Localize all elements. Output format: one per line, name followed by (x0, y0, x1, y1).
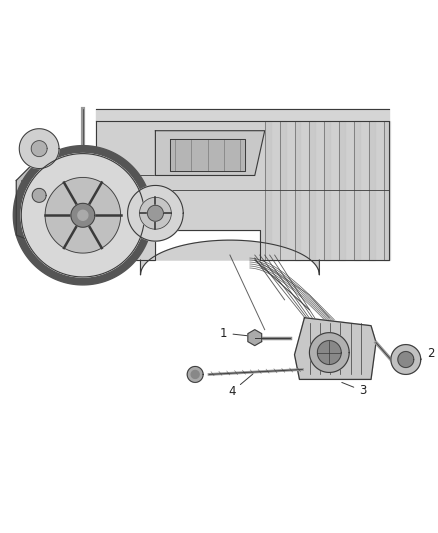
Circle shape (148, 205, 163, 221)
Polygon shape (19, 129, 59, 168)
Polygon shape (21, 154, 145, 277)
Polygon shape (384, 121, 390, 260)
Polygon shape (16, 166, 56, 250)
Polygon shape (21, 154, 145, 277)
Polygon shape (248, 330, 261, 345)
Polygon shape (391, 345, 421, 375)
Polygon shape (309, 333, 349, 373)
Polygon shape (354, 121, 360, 260)
Polygon shape (96, 109, 389, 121)
Polygon shape (155, 131, 265, 175)
Polygon shape (170, 139, 245, 171)
Polygon shape (127, 185, 183, 241)
Polygon shape (78, 211, 88, 220)
Polygon shape (279, 121, 286, 260)
Polygon shape (294, 318, 376, 379)
Polygon shape (309, 121, 315, 260)
Polygon shape (265, 121, 271, 260)
Polygon shape (45, 177, 120, 253)
Polygon shape (96, 121, 389, 260)
Text: 2: 2 (421, 346, 434, 360)
Text: 1: 1 (220, 327, 262, 340)
Polygon shape (324, 121, 330, 260)
Text: 4: 4 (228, 374, 253, 398)
Polygon shape (191, 370, 199, 378)
Polygon shape (141, 240, 319, 275)
Circle shape (31, 141, 47, 157)
Polygon shape (187, 367, 203, 382)
Circle shape (32, 188, 46, 203)
Text: 3: 3 (342, 383, 367, 397)
Polygon shape (369, 121, 375, 260)
Polygon shape (294, 121, 300, 260)
Polygon shape (318, 341, 341, 365)
Polygon shape (339, 121, 345, 260)
Polygon shape (71, 203, 95, 227)
Polygon shape (13, 146, 152, 285)
Polygon shape (398, 352, 414, 367)
Polygon shape (140, 197, 171, 229)
